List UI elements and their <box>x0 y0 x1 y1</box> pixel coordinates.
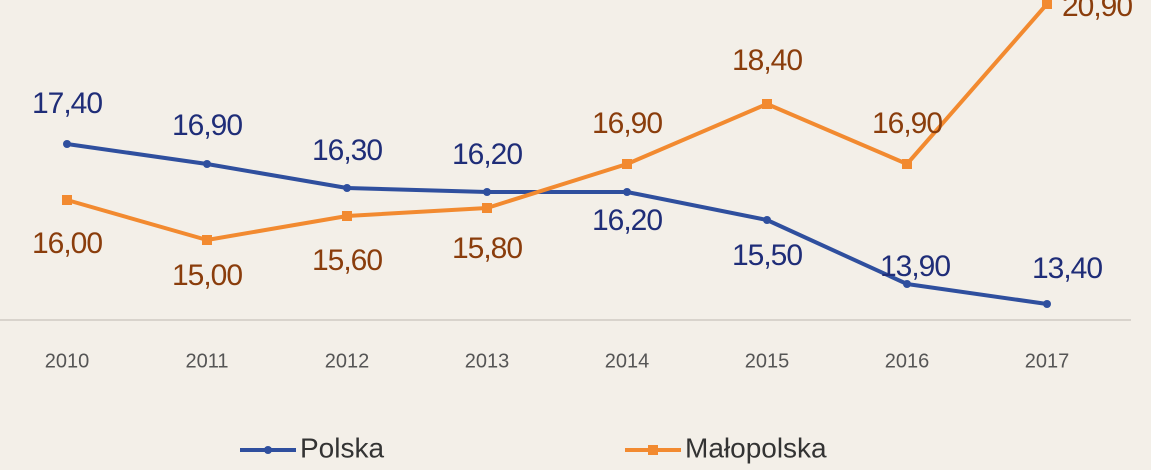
x-tick-label: 2016 <box>885 350 930 372</box>
data-label: 16,90 <box>592 107 662 140</box>
legend-marker <box>648 445 658 455</box>
point <box>903 280 911 288</box>
point <box>203 160 211 168</box>
point <box>482 203 492 213</box>
data-label: 16,90 <box>172 109 242 142</box>
data-label: 13,90 <box>880 250 950 283</box>
point <box>1043 300 1051 308</box>
legend-label: Polska <box>300 432 384 463</box>
data-label: 13,40 <box>1032 252 1102 285</box>
point <box>63 140 71 148</box>
x-tick-label: 2011 <box>185 350 228 372</box>
x-tick-label: 2010 <box>45 350 90 372</box>
point <box>622 159 632 169</box>
data-label: 15,80 <box>452 232 522 265</box>
x-tick-label: 2014 <box>605 350 650 372</box>
data-label: 16,90 <box>872 107 942 140</box>
x-tick-label: 2012 <box>325 350 370 372</box>
legend-marker <box>264 446 272 454</box>
data-label: 17,40 <box>32 87 102 120</box>
point <box>623 188 631 196</box>
data-label: 15,60 <box>312 244 382 277</box>
point <box>342 211 352 221</box>
point <box>762 99 772 109</box>
data-label: 16,20 <box>592 204 662 237</box>
point <box>343 184 351 192</box>
data-label: 15,00 <box>172 259 242 292</box>
point <box>62 195 72 205</box>
legend-label: Małopolska <box>685 432 827 463</box>
point <box>902 159 912 169</box>
data-label: 15,50 <box>732 239 802 272</box>
point <box>763 216 771 224</box>
data-label: 16,20 <box>452 138 522 171</box>
series-line <box>66 142 1048 306</box>
data-label: 16,00 <box>32 227 102 260</box>
data-label: 18,40 <box>732 44 802 77</box>
data-label: 16,30 <box>312 134 382 167</box>
data-label: 20,90 <box>1062 0 1132 23</box>
series-line <box>66 2 1049 242</box>
point <box>483 188 491 196</box>
x-tick-label: 2013 <box>465 350 510 372</box>
x-tick-label: 2015 <box>745 350 790 372</box>
point <box>202 235 212 245</box>
x-tick-label: 2017 <box>1025 350 1070 372</box>
point <box>1042 0 1052 10</box>
